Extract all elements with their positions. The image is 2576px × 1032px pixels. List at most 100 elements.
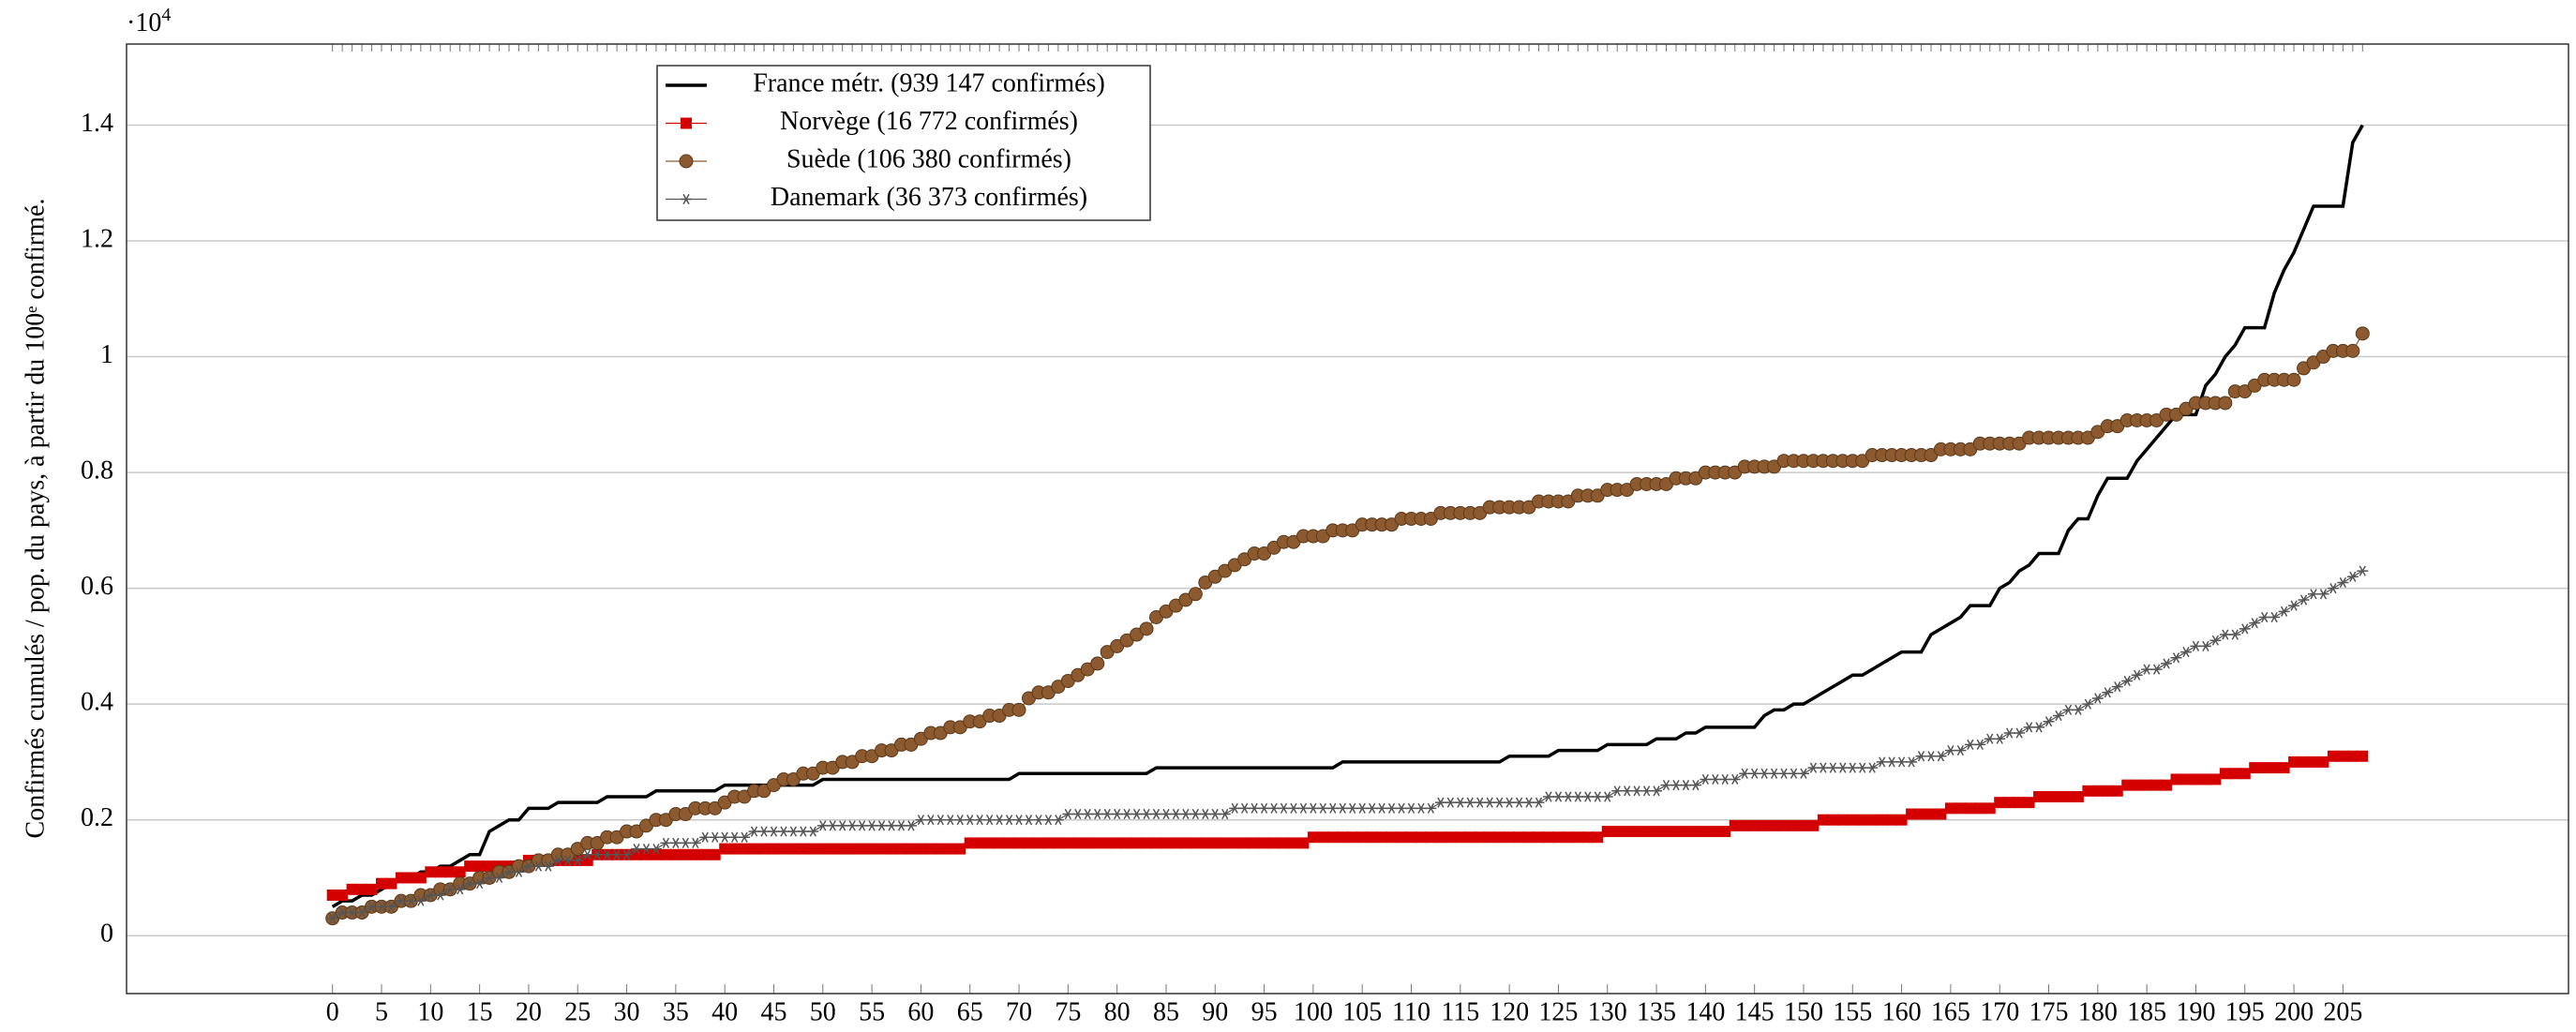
marker (2062, 704, 2074, 715)
marker (739, 831, 751, 843)
marker (2091, 693, 2104, 704)
marker (1258, 802, 1270, 814)
marker (2102, 687, 2114, 698)
y-tick-label: 0 (100, 920, 113, 949)
marker (434, 866, 446, 878)
x-tick-label: 205 (2323, 997, 2362, 1026)
marker (1287, 802, 1299, 814)
marker (640, 848, 652, 860)
marker (1876, 814, 1888, 826)
marker (1542, 831, 1554, 844)
marker (2209, 635, 2222, 646)
marker (484, 872, 496, 884)
marker (1464, 797, 1476, 808)
marker (414, 872, 427, 884)
marker (1866, 814, 1879, 826)
marker (1082, 837, 1094, 849)
marker (856, 820, 868, 831)
marker (1680, 780, 1692, 791)
marker (2239, 768, 2251, 780)
marker (895, 843, 907, 855)
marker (1337, 802, 1349, 814)
marker (886, 843, 898, 855)
legend-label: Norvège (16 772 confirmés) (780, 107, 1078, 136)
marker (1317, 831, 1329, 844)
marker (2337, 750, 2349, 762)
marker (699, 848, 711, 860)
x-tick-label: 115 (1441, 997, 1479, 1026)
marker (1179, 837, 1191, 849)
marker (2111, 681, 2123, 693)
marker (680, 848, 692, 860)
marker (2033, 790, 2045, 802)
marker (679, 154, 694, 169)
marker (601, 849, 613, 860)
y-tick-label: 0.2 (81, 803, 113, 832)
marker (1268, 837, 1281, 849)
marker (1484, 797, 1496, 808)
marker (1621, 826, 1633, 838)
marker (983, 815, 996, 826)
marker (1356, 831, 1369, 844)
marker (1326, 831, 1339, 844)
x-tick-label: 140 (1685, 997, 1725, 1026)
marker (1415, 802, 1427, 814)
marker (2249, 618, 2261, 629)
x-tick-label: 125 (1538, 997, 1578, 1026)
marker (552, 855, 564, 866)
marker (1307, 802, 1319, 814)
marker (1111, 837, 1123, 849)
marker (1807, 762, 1820, 773)
marker (1552, 791, 1565, 802)
marker (1768, 768, 1780, 779)
marker (366, 883, 378, 895)
marker (1052, 837, 1064, 849)
marker (581, 849, 593, 860)
marker (621, 849, 633, 860)
marker (827, 820, 839, 831)
marker (1042, 837, 1055, 849)
marker (2209, 773, 2222, 785)
marker (1111, 808, 1123, 820)
marker (1071, 808, 1084, 820)
marker (1415, 831, 1427, 844)
marker (1454, 797, 1466, 808)
marker (1376, 831, 1388, 844)
marker (484, 860, 496, 873)
marker (2033, 722, 2045, 733)
legend-label: France métr. (939 147 confirmés) (753, 68, 1105, 97)
marker (631, 848, 643, 860)
marker (1101, 808, 1114, 820)
marker (1729, 819, 1741, 831)
marker (2062, 790, 2074, 802)
marker (1827, 762, 1839, 773)
marker (425, 890, 437, 901)
marker (1719, 773, 1731, 785)
marker (2150, 664, 2163, 675)
marker (1739, 819, 1751, 831)
marker (924, 843, 936, 855)
marker (1474, 797, 1486, 808)
marker (1836, 814, 1849, 826)
marker (1533, 797, 1545, 808)
x-tick-label: 35 (663, 997, 689, 1026)
marker (2091, 785, 2104, 797)
marker (2229, 629, 2241, 640)
marker (2121, 779, 2134, 791)
marker (1906, 756, 1918, 768)
marker (1631, 785, 1643, 797)
marker (1258, 837, 1270, 849)
marker (1954, 744, 1967, 756)
marker (1042, 815, 1055, 826)
marker (1700, 826, 1712, 838)
x-tick-label: 105 (1342, 997, 1382, 1026)
marker (709, 848, 721, 860)
marker (1513, 831, 1525, 844)
marker (1150, 837, 1162, 849)
marker (1013, 815, 1026, 826)
marker (395, 895, 407, 906)
marker (660, 848, 672, 860)
marker (1719, 826, 1731, 838)
marker (1229, 837, 1241, 849)
marker (983, 837, 996, 849)
